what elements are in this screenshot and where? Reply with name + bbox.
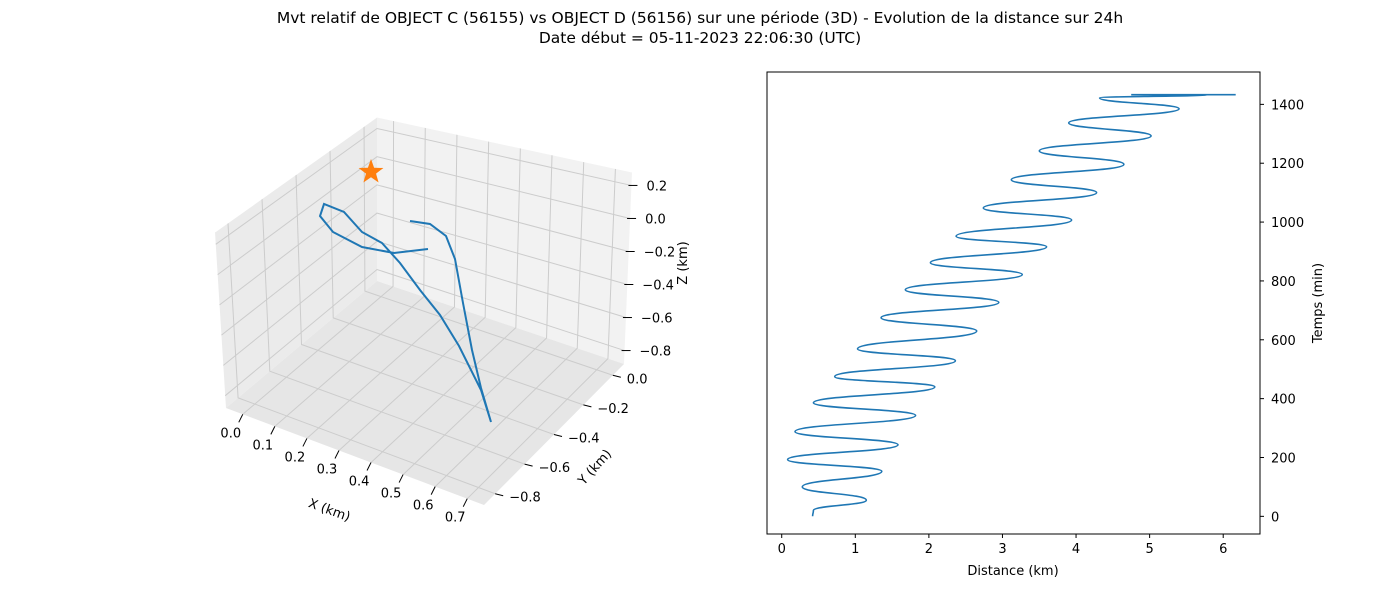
x-tick-label-2d: 2 <box>925 542 933 557</box>
z-gridline <box>224 268 625 397</box>
z-gridline <box>221 212 628 336</box>
x-tick-mark <box>334 450 340 459</box>
figure-subtitle: Date début = 05-11-2023 22:06:30 (UTC) <box>538 29 862 47</box>
x-tick-mark <box>398 474 404 483</box>
z-gridline <box>219 184 629 306</box>
y-tick-label: −0.8 <box>509 491 541 506</box>
y-tick-mark <box>553 434 563 437</box>
y-tick-label: −0.2 <box>597 402 629 417</box>
x-tick-label: 0.6 <box>413 499 434 514</box>
plot-2d: 0 1 2 3 4 5 6 0 200 400 600 800 1000 1200 1400 Distan… <box>766 71 1326 579</box>
trajectory-3d-line <box>318 202 492 423</box>
x-tick-label: 0.3 <box>317 462 338 477</box>
x-tick-mark <box>430 486 436 495</box>
z-tick-label: 0.2 <box>646 179 667 194</box>
y-tick-label-2d: 600 <box>1271 334 1296 349</box>
x-tick-label-2d: 1 <box>851 542 859 557</box>
pane-edges <box>214 116 633 233</box>
x-gridline <box>434 161 585 487</box>
y-tick-label-2d: 800 <box>1271 275 1296 290</box>
x-tick-mark <box>238 414 244 423</box>
distance-curve <box>786 93 1236 517</box>
x-ticks-2d: 0 1 2 3 4 5 6 <box>778 534 1227 557</box>
y-axis-label-3d: Y (km) <box>575 447 615 489</box>
x-tick-label: 0.4 <box>349 475 370 490</box>
x-tick-label-2d: 5 <box>1145 542 1153 557</box>
x-tick-label: 0.5 <box>381 487 402 502</box>
plot-3d: 0.0 0.1 0.2 0.3 0.4 0.5 0.6 0.7 0.0 −0.2 −0.4 −0.6 −… <box>214 116 691 526</box>
x-tick-label: 0.1 <box>252 438 273 453</box>
pane-left <box>215 117 377 408</box>
y-tick-label-2d: 1000 <box>1271 216 1304 231</box>
plot-2d-frame <box>766 71 1261 535</box>
y-gridline <box>227 222 496 495</box>
x-tick-label: 0.0 <box>220 426 241 441</box>
y-tick-label-2d: 200 <box>1271 451 1296 466</box>
y-tick-mark <box>524 463 533 467</box>
x-tick-mark <box>366 462 372 471</box>
y-tick-label-2d: 1200 <box>1271 157 1304 172</box>
z-axis-label-3d: Z (km) <box>676 241 691 284</box>
x-tick-label-2d: 3 <box>998 542 1006 557</box>
y-gridline <box>295 174 555 435</box>
z-tick-label: 0.0 <box>645 212 666 227</box>
y-tick-label-2d: 1400 <box>1271 98 1304 113</box>
z-gridline <box>215 127 632 245</box>
y-tick-label: −0.6 <box>539 461 571 476</box>
reference-star-marker <box>358 159 384 183</box>
x-tick-label: 0.2 <box>285 450 306 465</box>
x-gridline <box>370 147 521 463</box>
x-tick-label-2d: 6 <box>1219 542 1227 557</box>
x-axis-label-3d: X (km) <box>306 496 352 525</box>
x-tick-label-2d: 0 <box>778 542 786 557</box>
y-ticks-2d: 0 200 400 600 800 1000 1200 1400 <box>1260 98 1304 525</box>
x-gridline <box>466 168 616 500</box>
y-gridline <box>261 198 525 465</box>
y-tick-mark <box>612 374 621 378</box>
z-tick-label: −0.4 <box>642 279 674 294</box>
x-tick-mark <box>462 498 468 507</box>
x-axis-label-2d: Distance (km) <box>967 564 1058 579</box>
z-tick-label: −0.8 <box>640 345 672 360</box>
pane-floor <box>226 281 624 505</box>
x-tick-label: 0.7 <box>445 511 466 526</box>
y-axis-label-2d: Temps (min) <box>1311 263 1326 344</box>
figure-title: Mvt relatif de OBJECT C (56155) vs OBJEC… <box>276 9 1124 27</box>
y-tick-label-2d: 400 <box>1271 393 1296 408</box>
y-tick-mark <box>583 404 592 408</box>
z-tick-label: −0.2 <box>644 245 676 260</box>
ticks-3d: 0.0 0.1 0.2 0.3 0.4 0.5 0.6 0.7 0.0 −0.2 −0.4 −0.6 −… <box>220 179 675 525</box>
grid-3d <box>215 120 632 500</box>
x-tick-label-2d: 4 <box>1072 542 1080 557</box>
x-gridline <box>338 141 490 451</box>
x-gridline <box>306 134 458 439</box>
z-gridline <box>217 156 631 275</box>
x-gridline <box>242 120 395 415</box>
y-tick-label: 0.0 <box>627 372 648 387</box>
y-tick-mark <box>495 493 504 497</box>
x-tick-mark <box>270 426 276 435</box>
x-gridline <box>402 154 553 475</box>
z-tick-label: −0.6 <box>641 312 673 327</box>
x-gridline <box>274 127 426 427</box>
pane-back <box>377 117 632 364</box>
y-tick-label: −0.4 <box>568 432 600 447</box>
y-tick-label-2d: 0 <box>1271 510 1279 525</box>
x-tick-mark <box>302 438 308 447</box>
